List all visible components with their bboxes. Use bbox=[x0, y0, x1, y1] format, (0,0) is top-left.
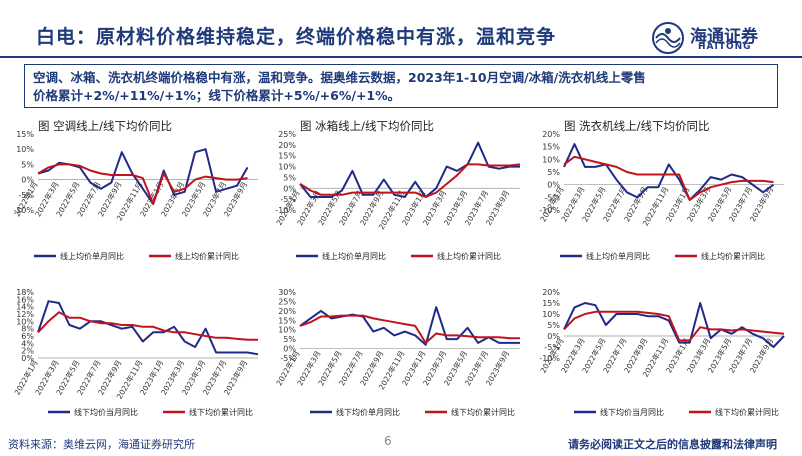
y-tick-label: 15% bbox=[16, 130, 34, 139]
y-tick-label: -5% bbox=[280, 354, 296, 363]
y-tick-label: 5% bbox=[547, 168, 560, 177]
series-line-monthly bbox=[37, 300, 259, 356]
legend-label: 线下均价当月同比 bbox=[74, 407, 138, 417]
source-note: 资料来源：奥维云网，海通证券研究所 bbox=[8, 438, 195, 451]
y-tick-label: 0% bbox=[547, 332, 560, 341]
y-tick-label: 15% bbox=[278, 152, 296, 161]
y-tick-label: 10% bbox=[542, 155, 560, 164]
summary-box: 空调、冰箱、洗衣机终端价格稳中有涨，温和竞争。据奥维云数据，2023年1-10月… bbox=[24, 64, 778, 108]
y-tick-label: 10% bbox=[278, 163, 296, 172]
disclaimer: 请务必阅读正文之后的信息披露和法律声明 bbox=[568, 438, 777, 451]
y-tick-label: 18% bbox=[16, 288, 34, 297]
chart-washer-offline: -10% -5% 0% 5% 10% 15% 20% 2022年1月 2022年3月 2022年5… bbox=[534, 286, 796, 456]
series-line-cumulative bbox=[299, 163, 521, 198]
y-tick-label: 10% bbox=[16, 145, 34, 154]
series-line-cumulative bbox=[563, 155, 774, 201]
y-tick-label: 6% bbox=[21, 332, 34, 341]
y-tick-label: 2% bbox=[21, 347, 34, 356]
y-tick-label: 0% bbox=[283, 184, 296, 193]
chart-title: 图 冰箱线上/线下均价同比 bbox=[300, 119, 435, 133]
series-line-monthly bbox=[299, 306, 520, 346]
series-line-monthly bbox=[563, 143, 775, 201]
series-line-cumulative bbox=[37, 163, 248, 205]
chart-canvas: -10%-5%0%5%10%15%20%2022年1月2022年3月2022年5… bbox=[538, 130, 784, 261]
legend-label: 线上均价累计同比 bbox=[701, 251, 765, 261]
y-tick-label: 5% bbox=[283, 335, 296, 344]
y-tick-label: -5% bbox=[544, 343, 560, 352]
y-tick-label: -10% bbox=[539, 206, 560, 215]
chart-ac-offline: 0% 2% 4% 6% 8% 10% 12% 14% 16% 18% 2022年1月 2022年3月 2… bbox=[8, 286, 270, 456]
y-tick-label: 5% bbox=[21, 160, 34, 169]
chart-fridge-online: 图 冰箱线上/线下均价同比 -10% -5% 0% 5% 10% 15% 20% 25% 202… bbox=[270, 118, 532, 288]
y-tick-label: -10% bbox=[539, 354, 560, 363]
summary-line-2: 价格累计+2%/+11%/+1%；线下价格累计+5%/+6%/+1%。 bbox=[33, 88, 401, 103]
y-tick-label: 15% bbox=[542, 143, 560, 152]
y-tick-label: 25% bbox=[278, 297, 296, 306]
y-tick-label: 16% bbox=[16, 295, 34, 304]
brand-logo: 海通证券 HAITONG bbox=[650, 20, 790, 56]
y-tick-label: 12% bbox=[16, 310, 34, 319]
series-line-cumulative bbox=[563, 310, 785, 342]
page-title: 白电：原材料价格维持稳定，终端价格稳中有涨，温和竞争 bbox=[36, 26, 557, 48]
y-tick-label: -5% bbox=[544, 193, 560, 202]
y-tick-label: 5% bbox=[283, 173, 296, 182]
y-tick-label: 5% bbox=[547, 321, 560, 330]
chart-fridge-offline: -5% 0% 5% 10% 15% 20% 25% 30% 2022年1月 2022年3月 2022… bbox=[270, 286, 532, 456]
y-tick-label: 10% bbox=[16, 317, 34, 326]
y-tick-label: 20% bbox=[542, 288, 560, 297]
brand-name-en: HAITONG bbox=[698, 42, 752, 52]
y-tick-label: 20% bbox=[278, 141, 296, 150]
legend-label: 线下均价单月同比 bbox=[336, 407, 400, 417]
y-tick-label: 20% bbox=[278, 307, 296, 316]
chart-canvas: -10%-5%0%5%10%15%20%2022年1月2022年3月2022年5… bbox=[538, 288, 785, 417]
y-tick-label: 10% bbox=[542, 310, 560, 319]
y-tick-label: -10% bbox=[13, 206, 34, 215]
y-tick-label: 4% bbox=[21, 339, 34, 348]
legend-label: 线上均价单月同比 bbox=[60, 251, 124, 261]
series-line-monthly bbox=[299, 141, 520, 198]
y-tick-label: 8% bbox=[21, 325, 34, 334]
header-divider bbox=[0, 56, 802, 58]
y-tick-label: 25% bbox=[278, 130, 296, 139]
chart-ac-online: 图 空调线上/线下均价同比 -10% -5% 0% 5% 10% 15% 2022年1月 20… bbox=[8, 118, 270, 288]
legend-label: 线下均价累计同比 bbox=[189, 407, 253, 417]
legend-label: 线上均价单月同比 bbox=[322, 251, 386, 261]
page-number: 6 bbox=[384, 434, 392, 448]
y-tick-label: 15% bbox=[278, 316, 296, 325]
y-tick-label: 10% bbox=[278, 326, 296, 335]
y-tick-label: 20% bbox=[542, 130, 560, 139]
series-line-cumulative bbox=[299, 314, 520, 344]
legend-label: 线下均价当月同比 bbox=[600, 407, 664, 417]
chart-canvas: -5%0%5%10%15%20%25%30%2022年1月2022年3月2022… bbox=[274, 288, 520, 417]
legend-label: 线上均价累计同比 bbox=[175, 251, 239, 261]
chart-washer-online: 图 洗衣机线上/线下均价同比 -10% -5% 0% 5% 10% 15% 20% 2022年… bbox=[534, 118, 796, 288]
chart-title: 图 空调线上/线下均价同比 bbox=[38, 119, 173, 133]
summary-line-1: 空调、冰箱、洗衣机终端价格稳中有涨，温和竞争。据奥维云数据，2023年1-10月… bbox=[33, 70, 646, 85]
chart-canvas: 0%2%4%6%8%10%12%14%16%18%2022年1月2022年3月2… bbox=[12, 288, 259, 417]
legend-label: 线上均价单月同比 bbox=[586, 251, 650, 261]
chart-canvas: -10%-5%0%5%10%15%2022年1月2022年3月2022年5月20… bbox=[12, 130, 258, 261]
y-tick-label: 30% bbox=[278, 288, 296, 297]
legend-label: 线下均价累计同比 bbox=[715, 407, 779, 417]
y-tick-label: 0% bbox=[547, 181, 560, 190]
y-tick-label: -5% bbox=[18, 191, 34, 200]
haitong-emblem-icon bbox=[652, 22, 684, 54]
y-tick-label: 0% bbox=[283, 345, 296, 354]
y-tick-label: -5% bbox=[280, 195, 296, 204]
chart-title: 图 洗衣机线上/线下均价同比 bbox=[564, 119, 710, 133]
y-tick-label: -10% bbox=[275, 206, 296, 215]
series-line-cumulative bbox=[37, 311, 258, 341]
y-tick-label: 0% bbox=[21, 176, 34, 185]
y-tick-label: 15% bbox=[542, 299, 560, 308]
brand-name-cn: 海通证券 bbox=[690, 27, 758, 47]
chart-canvas: -10%-5%0%5%10%15%20%25%2022年1月2022年3月202… bbox=[274, 130, 521, 261]
y-tick-label: 0% bbox=[21, 354, 34, 363]
legend-label: 线上均价累计同比 bbox=[437, 251, 501, 261]
y-tick-label: 14% bbox=[16, 303, 34, 312]
legend-label: 线下均价累计同比 bbox=[451, 407, 515, 417]
